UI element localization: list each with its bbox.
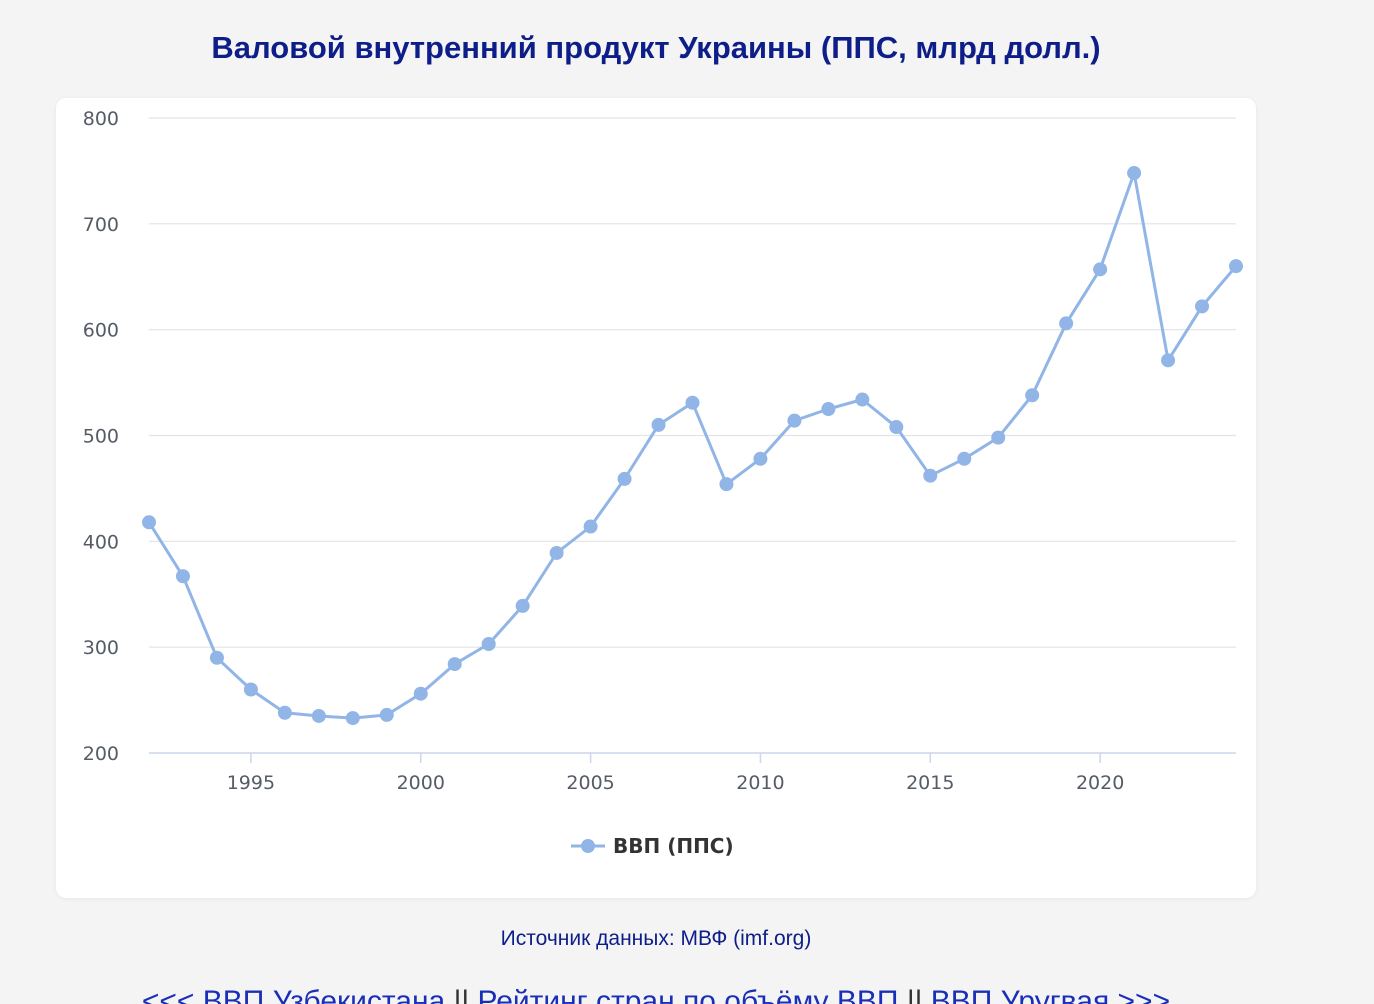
y-tick-label: 700 <box>83 214 119 236</box>
ranking-link[interactable]: Рейтинг стран по объёму ВВП <box>477 985 899 1004</box>
data-point-2000[interactable] <box>413 686 428 701</box>
legend-label[interactable]: ВВП (ППС) <box>613 834 734 858</box>
data-point-2020[interactable] <box>1093 262 1108 277</box>
series-line <box>147 171 1238 720</box>
data-point-2022[interactable] <box>1161 353 1176 368</box>
y-tick-label: 400 <box>83 531 119 553</box>
data-point-2003[interactable] <box>515 598 530 613</box>
nav-separator: || <box>453 985 470 1004</box>
data-point-2013[interactable] <box>855 392 870 407</box>
grid-lines <box>149 117 1236 648</box>
data-point-2010[interactable] <box>753 451 768 466</box>
country-navigation: <<< ВВП Узбекистана || Рейтинг стран по … <box>0 984 1312 1004</box>
data-point-2024[interactable] <box>1229 259 1243 274</box>
data-point-2004[interactable] <box>549 545 564 560</box>
data-point-1994[interactable] <box>209 650 224 665</box>
data-point-2023[interactable] <box>1195 299 1210 314</box>
data-point-1996[interactable] <box>277 705 292 720</box>
legend[interactable]: ВВП (ППС) <box>571 834 734 858</box>
gdp-line-chart: 200 300 400 500 600 700 800 1995 2000 2005 2010 20… <box>83 108 1243 858</box>
next-country-link[interactable]: ВВП Уругвая >>> <box>930 985 1171 1004</box>
data-point-2019[interactable] <box>1059 316 1074 331</box>
y-tick-label: 500 <box>83 426 119 448</box>
x-tick-label: 2015 <box>906 772 954 794</box>
x-tick-label: 2020 <box>1076 772 1124 794</box>
x-axis-ticks: 1995 2000 2005 2010 2015 2020 <box>227 753 1124 794</box>
data-point-1999[interactable] <box>379 707 394 722</box>
data-point-2016[interactable] <box>957 451 972 466</box>
x-tick-label: 2010 <box>736 772 784 794</box>
data-point-1995[interactable] <box>243 682 258 697</box>
nav-separator: || <box>906 985 923 1004</box>
x-tick-label: 2005 <box>566 772 614 794</box>
data-point-1993[interactable] <box>175 569 190 584</box>
data-point-2012[interactable] <box>821 402 836 417</box>
prev-country-link[interactable]: <<< ВВП Узбекистана <box>141 985 446 1004</box>
data-point-1997[interactable] <box>311 708 326 723</box>
data-source-note: Источник данных: МВФ (imf.org) <box>500 927 812 950</box>
y-tick-label: 300 <box>83 637 119 659</box>
x-tick-label: 1995 <box>227 772 275 794</box>
data-point-2021[interactable] <box>1127 166 1142 181</box>
series-gdp-ppp <box>142 166 1243 726</box>
data-point-2018[interactable] <box>1025 388 1040 403</box>
chart-card: 200 300 400 500 600 700 800 1995 2000 2005 2010 20… <box>56 98 1256 898</box>
legend-marker-symbol <box>581 839 595 853</box>
data-point-2014[interactable] <box>889 420 904 435</box>
y-axis-ticks: 200 300 400 500 600 700 800 <box>83 108 119 765</box>
data-point-2011[interactable] <box>787 413 802 428</box>
data-point-2001[interactable] <box>447 657 462 672</box>
y-tick-label: 600 <box>83 320 119 342</box>
data-point-1998[interactable] <box>345 711 360 726</box>
x-tick-label: 2000 <box>397 772 445 794</box>
data-point-2015[interactable] <box>923 468 938 483</box>
data-point-2006[interactable] <box>617 471 632 486</box>
y-tick-label: 800 <box>83 108 119 130</box>
data-point-2008[interactable] <box>685 395 700 410</box>
data-point-2002[interactable] <box>481 636 496 651</box>
data-point-2009[interactable] <box>719 477 734 492</box>
page-title: Валовой внутренний продукт Украины (ППС,… <box>211 30 1101 65</box>
data-point-2005[interactable] <box>583 519 598 534</box>
y-tick-label: 200 <box>83 743 119 765</box>
data-point-1992[interactable] <box>142 515 156 530</box>
data-point-2017[interactable] <box>991 430 1006 445</box>
data-point-2007[interactable] <box>651 417 666 432</box>
